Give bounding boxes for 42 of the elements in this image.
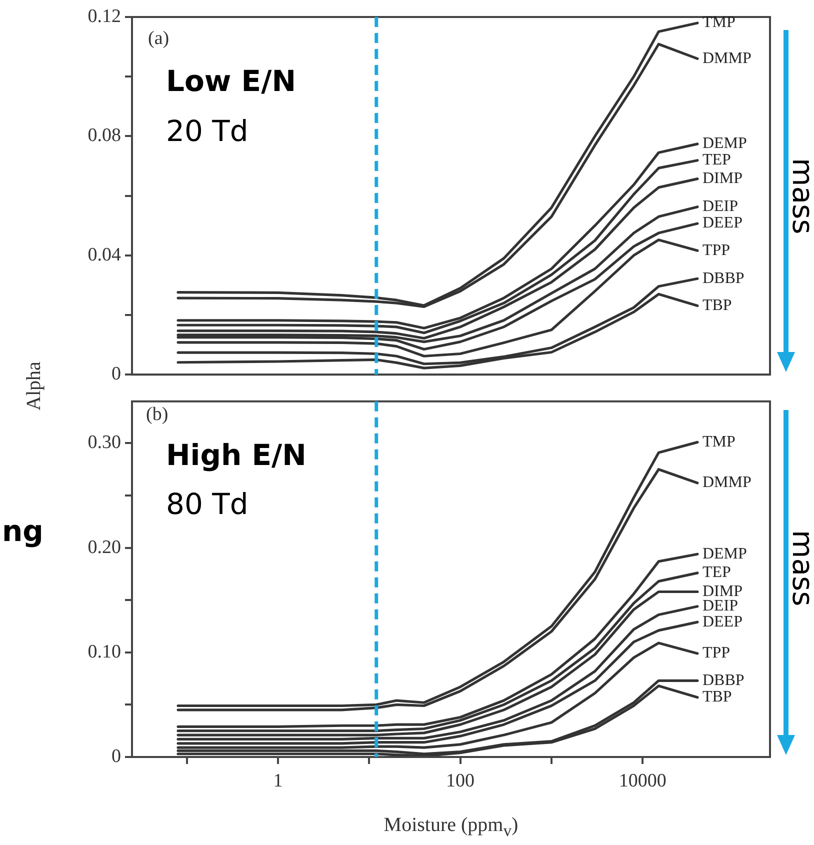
y-tick-label: 0.04 — [88, 244, 122, 266]
series-label: TPP — [702, 644, 730, 662]
series-label: DIMP — [702, 582, 743, 600]
series-label: DEIP — [702, 198, 738, 216]
annotation: High E/N — [166, 438, 306, 472]
series-label: DBBP — [702, 672, 744, 689]
series-label: DEMP — [702, 545, 748, 562]
y-tick-label: 0.30 — [88, 432, 121, 454]
y-tick-label: 0.10 — [88, 641, 121, 662]
y-axis-title: Alpha — [22, 362, 46, 410]
y-tick-label: 0.20 — [88, 536, 121, 558]
annotation: 20 Td — [166, 114, 248, 148]
x-tick-label: 10000 — [618, 770, 666, 792]
y-tick-label: 0.08 — [88, 125, 121, 146]
series-label: TEP — [702, 564, 732, 582]
series-label: TMP — [702, 433, 736, 450]
series-label: TEP — [702, 152, 732, 169]
x-axis-title: Moisture (ppm$_{v}$) — [384, 814, 518, 841]
y-tick-label: 0 — [112, 746, 121, 767]
series-label: DIMP — [702, 170, 743, 188]
series-label: TMP — [702, 14, 736, 32]
annotation: (b) — [146, 404, 168, 426]
series-label: DMMP — [702, 474, 752, 492]
x-tick-label: 100 — [446, 770, 475, 792]
series-label: DEIP — [702, 598, 738, 615]
y-tick-label: 0.12 — [88, 6, 121, 27]
annotation: 80 Td — [166, 487, 248, 521]
series-label: DEEP — [702, 214, 743, 232]
annotation: (a) — [148, 28, 170, 50]
series-label: DMMP — [702, 50, 752, 67]
series-label: DEMP — [702, 135, 748, 152]
text: mass — [786, 530, 814, 606]
x-tick-label: 1 — [273, 770, 283, 792]
series-label: DBBP — [702, 270, 744, 287]
series-label: TBP — [702, 296, 732, 314]
series-label: TPP — [702, 242, 730, 259]
series-label: DEEP — [702, 613, 743, 630]
annotation: Low E/N — [166, 64, 296, 98]
y-tick-label: 0 — [112, 364, 121, 385]
text: mass — [786, 158, 814, 234]
text: ng — [2, 514, 44, 548]
series-label: TBP — [702, 688, 732, 706]
